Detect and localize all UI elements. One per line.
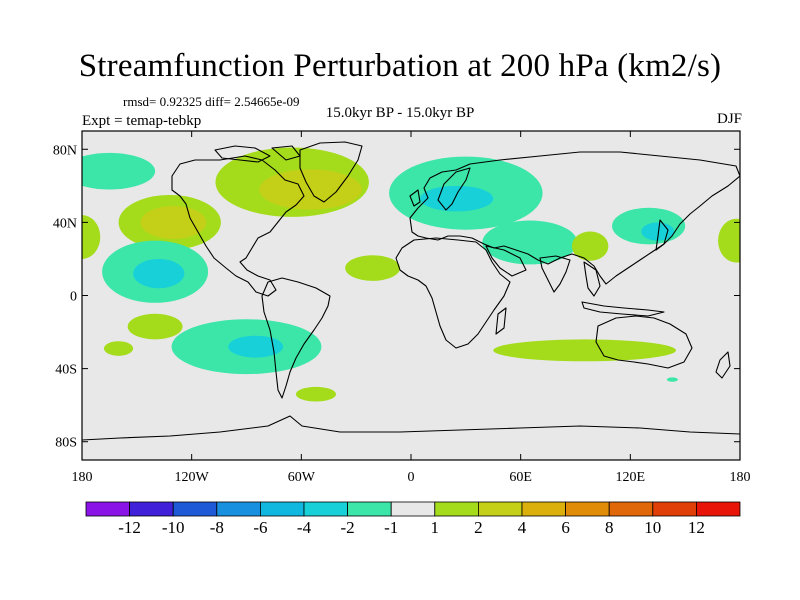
colorbar-label: -10 <box>162 518 185 537</box>
colorbar-swatch <box>565 501 610 517</box>
anomaly-region-18 <box>103 341 134 356</box>
colorbar-swatch <box>347 501 392 517</box>
colorbar-swatch <box>259 501 305 517</box>
coastline-southeast-asia <box>581 261 665 317</box>
y-tick-label: 0 <box>70 290 77 305</box>
coastlines <box>82 141 740 441</box>
colorbar-swatch <box>652 501 697 517</box>
coastline-south-america <box>261 277 331 399</box>
period-label: 15.0kyr BP - 15.0kyr BP <box>325 105 475 121</box>
coastline-madagascar <box>495 307 507 335</box>
x-tick-label: 120E <box>616 470 646 485</box>
anomaly-region-21 <box>493 339 677 362</box>
coastline-antarctica <box>82 415 740 441</box>
colorbar-label: -12 <box>118 518 141 537</box>
colorbar-label: -6 <box>253 518 267 537</box>
chart-title: Streamfunction Perturbation at 200 hPa (… <box>78 48 722 84</box>
chart-subtitle: rmsd= 0.92325 diff= 2.54665e-09 <box>123 94 300 109</box>
anomaly-region-14 <box>345 255 401 281</box>
colorbar-swatch <box>521 501 566 517</box>
coastline-scandinavia <box>437 167 471 211</box>
colorbar-label: -1 <box>384 518 398 537</box>
coastline-arctic-islands <box>214 145 301 163</box>
coastline-australia <box>595 315 693 369</box>
y-tick-label: 80N <box>53 143 77 158</box>
colorbar: -12 -10 -8 -6 -4 -2 -1 1 2 4 6 8 10 12 <box>85 501 741 537</box>
colorbar-label: -2 <box>341 518 355 537</box>
colorbar-label: 1 <box>431 518 440 537</box>
colorbar-swatch <box>434 501 479 517</box>
coastline-greenland <box>299 141 363 203</box>
anomaly-region-9 <box>140 205 207 239</box>
colorbar-swatch <box>85 501 130 517</box>
coastline-new-zealand <box>715 351 731 379</box>
anomaly-region-23 <box>666 377 678 382</box>
x-tick-label: 180 <box>72 470 93 485</box>
colorbar-swatch <box>303 501 348 517</box>
x-tick-label: 60W <box>288 470 316 485</box>
anomaly-region-10 <box>718 218 740 263</box>
x-tick-label: 0 <box>408 470 415 485</box>
anomaly-region-22 <box>295 386 337 402</box>
anomaly-region-1 <box>82 152 156 190</box>
coastline-arabia <box>485 245 527 277</box>
anomaly-region-12 <box>482 220 578 265</box>
y-tick-label: 40S <box>55 363 77 378</box>
coastline-british-isles <box>409 189 421 207</box>
axis-ticks: 180 120W 60W 0 60E 120E 180 80N 40N 0 40S 80S <box>53 131 751 485</box>
colorbar-label: 8 <box>605 518 614 537</box>
y-tick-label: 40N <box>53 216 77 231</box>
colorbar-swatch <box>477 501 523 517</box>
anomaly-region-11 <box>82 215 101 259</box>
x-tick-label: 120W <box>175 470 210 485</box>
colorbar-swatch <box>390 501 436 517</box>
colorbar-swatch <box>216 501 261 517</box>
anomaly-region-20 <box>228 335 284 358</box>
colorbar-label: 12 <box>688 518 705 537</box>
anomaly-region-16 <box>133 258 185 289</box>
colorbar-label: 10 <box>644 518 661 537</box>
anomaly-region-13 <box>571 231 609 261</box>
coastline-japan <box>655 219 669 251</box>
y-tick-label: 80S <box>55 436 77 451</box>
coastline-north-america <box>171 155 305 297</box>
colorbar-label: -8 <box>210 518 224 537</box>
colorbar-label: -4 <box>297 518 312 537</box>
colorbar-label: 2 <box>474 518 483 537</box>
x-tick-label: 60E <box>509 470 532 485</box>
coastline-africa <box>395 237 511 349</box>
colorbar-label: 4 <box>518 518 527 537</box>
x-tick-label: 180 <box>730 470 751 485</box>
colorbar-label: 6 <box>561 518 570 537</box>
anomaly-contours <box>82 147 740 402</box>
colorbar-swatch <box>696 501 741 517</box>
colorbar-swatch <box>172 501 218 517</box>
anomaly-region-5 <box>420 185 494 212</box>
colorbar-swatch <box>129 501 174 517</box>
season-label: DJF <box>716 111 742 127</box>
anomaly-region-17 <box>127 313 183 340</box>
coastline-india <box>539 255 571 293</box>
experiment-label: Expt = temap-tebkp <box>82 113 202 129</box>
colorbar-swatch <box>608 501 654 517</box>
